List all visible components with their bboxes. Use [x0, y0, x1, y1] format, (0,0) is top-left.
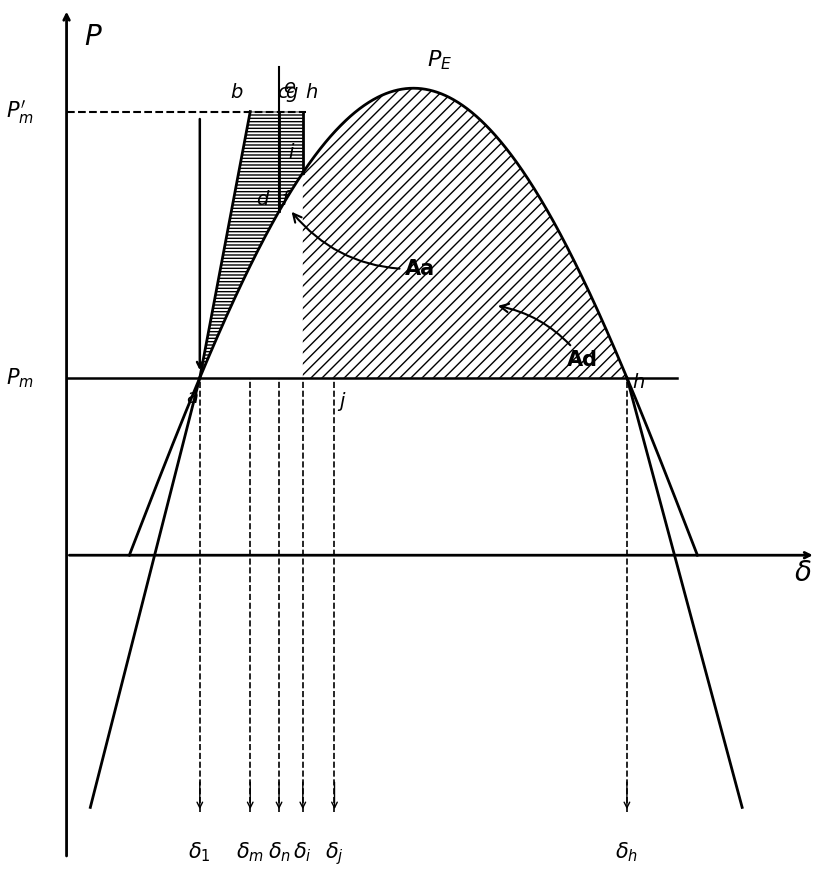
Text: Aa: Aa [293, 214, 435, 279]
Text: $\delta_n$: $\delta_n$ [267, 840, 290, 864]
Text: d: d [256, 190, 269, 209]
Text: h: h [305, 83, 318, 102]
Text: c: c [278, 83, 289, 102]
Text: i: i [289, 143, 294, 162]
Text: $\delta_h$: $\delta_h$ [615, 840, 638, 864]
Text: P: P [84, 23, 102, 51]
Text: f: f [282, 190, 289, 209]
Text: $\delta_1$: $\delta_1$ [189, 840, 211, 864]
Text: $\delta$: $\delta$ [795, 559, 812, 587]
Text: $P_m^{\prime}$: $P_m^{\prime}$ [7, 98, 34, 126]
Text: g: g [285, 83, 298, 102]
Text: $P_m$: $P_m$ [7, 366, 34, 389]
Text: a: a [187, 388, 198, 408]
Text: $P_E$: $P_E$ [427, 48, 452, 72]
Text: $\delta_i$: $\delta_i$ [294, 840, 312, 864]
Text: $\delta_m$: $\delta_m$ [237, 840, 265, 864]
Text: e: e [283, 78, 294, 96]
Text: Ad: Ad [500, 304, 598, 370]
Text: h: h [633, 373, 645, 392]
Text: b: b [231, 83, 243, 102]
Text: j: j [339, 392, 344, 410]
Text: $\delta_j$: $\delta_j$ [325, 840, 344, 867]
